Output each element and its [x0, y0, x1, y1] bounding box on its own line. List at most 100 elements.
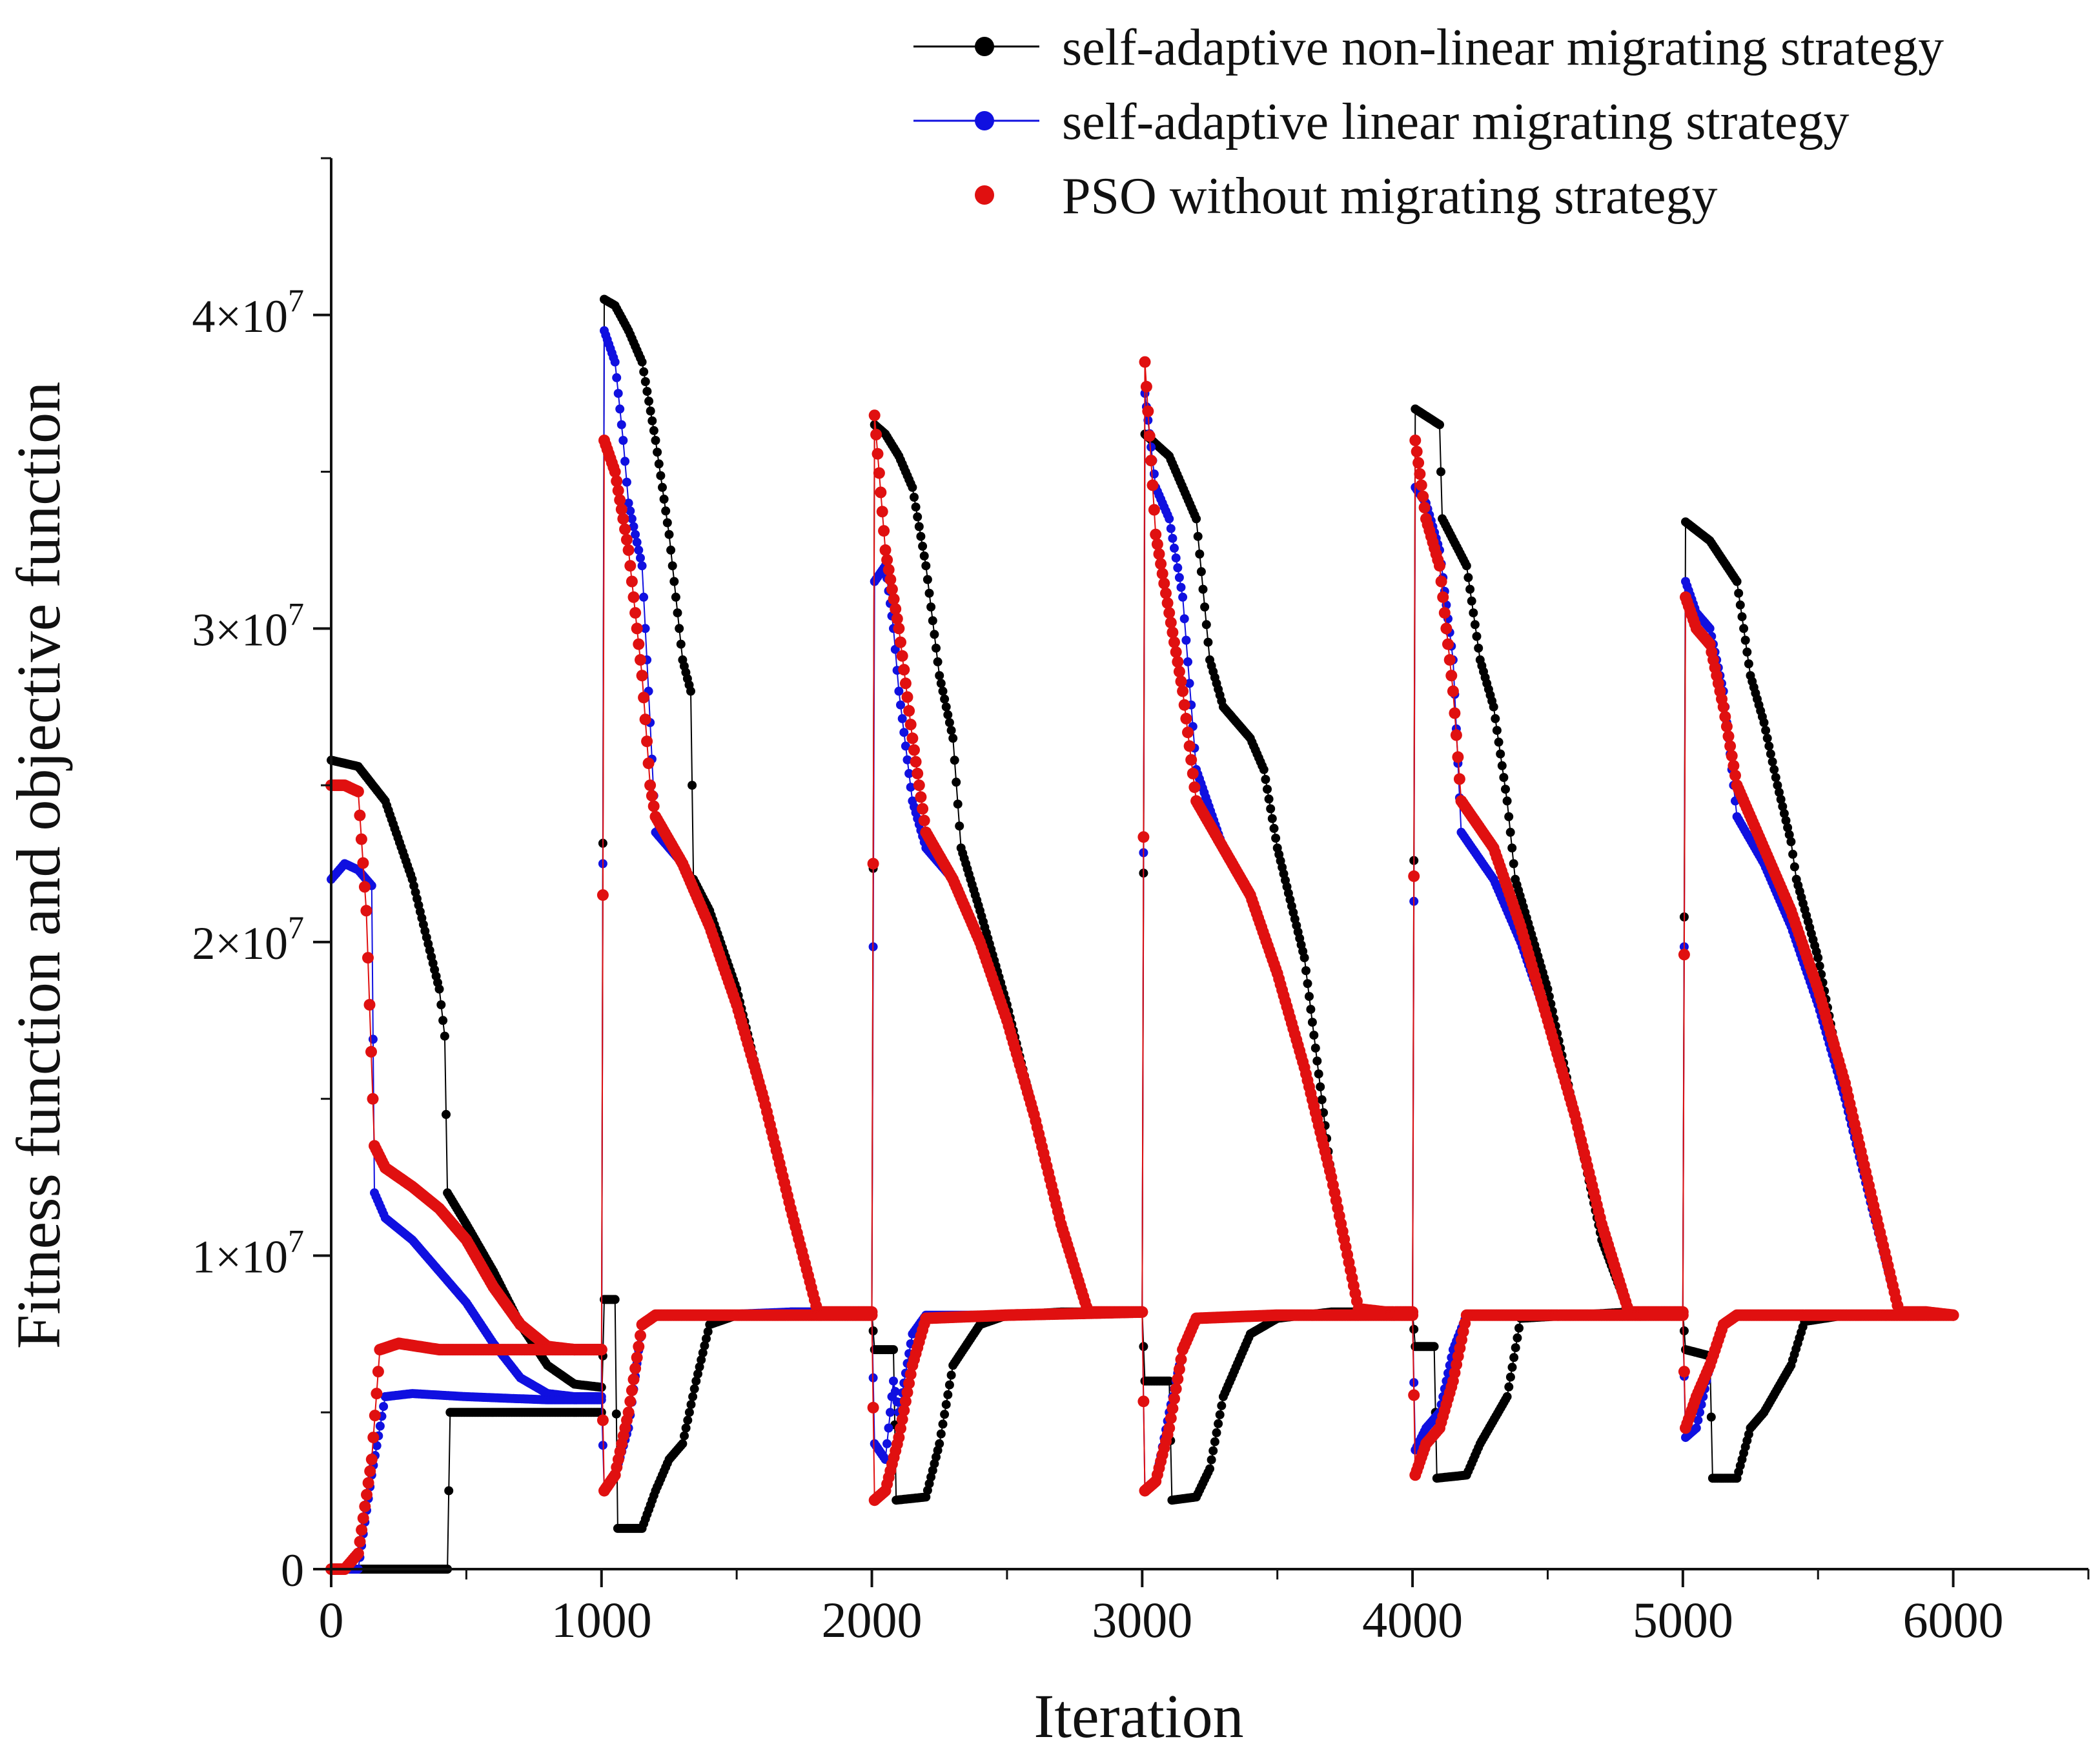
- data-point: [1706, 1412, 1716, 1422]
- data-point: [1437, 591, 1449, 603]
- data-point: [1139, 356, 1151, 368]
- data-point: [1139, 1342, 1148, 1352]
- data-point: [1724, 740, 1737, 752]
- data-point: [891, 613, 903, 625]
- data-point: [1156, 568, 1168, 580]
- data-point: [1507, 1362, 1517, 1372]
- data-point: [1149, 469, 1159, 478]
- data-point: [901, 691, 913, 703]
- data-point: [596, 1395, 606, 1404]
- data-point: [622, 477, 631, 487]
- data-point: [631, 530, 640, 539]
- data-point: [1150, 528, 1162, 540]
- data-point: [434, 984, 444, 994]
- data-point: [1181, 635, 1191, 645]
- data-point: [1261, 775, 1270, 784]
- data-point: [684, 1408, 694, 1417]
- data-point: [1509, 859, 1518, 869]
- data-point: [642, 757, 655, 770]
- data-point: [1158, 577, 1170, 590]
- data-point: [639, 367, 649, 376]
- data-point: [1761, 726, 1771, 735]
- data-point: [1507, 843, 1517, 853]
- data-point: [1501, 785, 1510, 794]
- plot-area: [325, 294, 1959, 1575]
- data-point: [612, 484, 624, 497]
- data-point: [1463, 573, 1473, 582]
- data-point: [881, 554, 893, 566]
- data-point: [904, 719, 917, 730]
- data-point: [913, 779, 925, 792]
- data-point: [899, 728, 909, 737]
- data-point: [1776, 795, 1786, 804]
- data-point: [658, 482, 667, 492]
- data-point: [702, 1334, 711, 1344]
- data-point: [882, 564, 895, 576]
- data-point: [611, 475, 623, 488]
- data-point: [624, 560, 637, 572]
- data-point: [921, 561, 931, 571]
- data-point: [1717, 701, 1729, 713]
- data-point: [1183, 657, 1192, 666]
- data-point: [626, 506, 635, 516]
- data-point: [911, 502, 921, 512]
- data-point: [1153, 548, 1165, 560]
- data-point: [614, 494, 626, 506]
- data-point: [913, 512, 923, 522]
- data-point: [1445, 670, 1458, 682]
- data-point: [882, 1439, 892, 1448]
- data-point: [1429, 1342, 1439, 1352]
- data-point: [1411, 446, 1423, 458]
- data-point: [938, 686, 948, 696]
- data-point: [1160, 587, 1172, 599]
- data-point: [912, 767, 924, 779]
- data-point: [890, 1386, 900, 1396]
- data-point: [1266, 804, 1276, 814]
- data-point: [1412, 457, 1425, 469]
- data-point: [379, 1402, 389, 1412]
- data-point: [1161, 597, 1174, 609]
- data-point: [686, 1400, 696, 1410]
- data-point: [918, 814, 930, 827]
- data-point: [620, 533, 633, 546]
- data-point: [1151, 538, 1163, 550]
- data-point: [1728, 759, 1740, 772]
- data-point: [1305, 992, 1314, 1002]
- data-point: [357, 857, 369, 869]
- data-point: [1303, 979, 1312, 989]
- data-point: [935, 671, 944, 681]
- data-point: [641, 735, 653, 748]
- data-point: [1504, 1382, 1514, 1392]
- data-point: [1165, 1376, 1174, 1386]
- data-point: [1719, 710, 1731, 723]
- data-point: [1509, 1353, 1519, 1362]
- data-point: [1452, 751, 1464, 763]
- data-point: [1443, 653, 1456, 666]
- data-point: [365, 1045, 377, 1058]
- data-point: [634, 545, 644, 555]
- data-point: [1408, 870, 1420, 882]
- data-point: [688, 1392, 698, 1401]
- data-point: [890, 603, 902, 615]
- data-point: [1513, 1333, 1522, 1342]
- data-point: [910, 493, 919, 502]
- data-point: [895, 636, 906, 648]
- data-point: [1165, 617, 1177, 629]
- data-point: [946, 1370, 956, 1380]
- data-point: [1210, 1437, 1219, 1446]
- data-point: [1789, 862, 1799, 872]
- data-point: [1179, 614, 1189, 624]
- data-point: [1170, 646, 1182, 658]
- data-point: [1726, 750, 1738, 762]
- data-point: [1434, 560, 1445, 572]
- data-point: [703, 1327, 713, 1337]
- data-point: [936, 1429, 946, 1439]
- data-point: [1271, 834, 1281, 843]
- data-point: [671, 592, 680, 602]
- data-point: [1467, 596, 1476, 606]
- data-point: [1497, 761, 1507, 770]
- data-point: [1178, 699, 1190, 711]
- data-point: [438, 1016, 448, 1025]
- data-point: [680, 1431, 689, 1441]
